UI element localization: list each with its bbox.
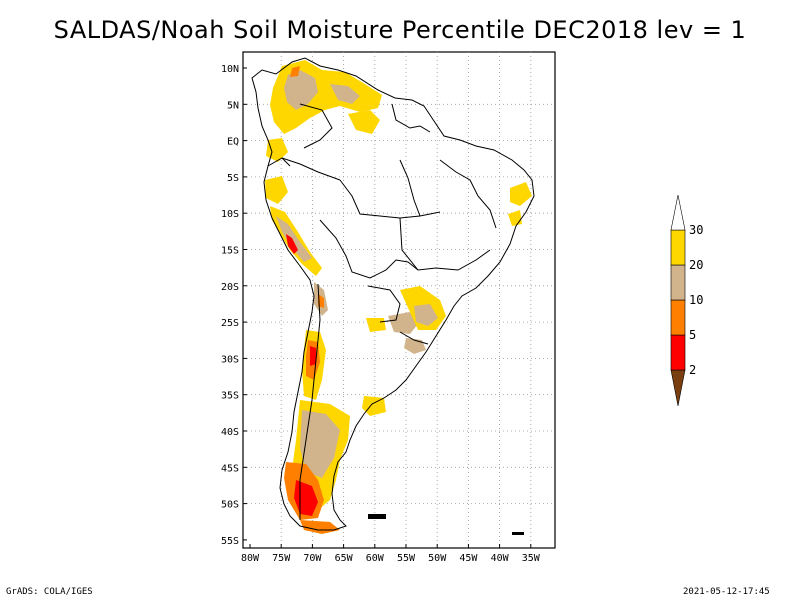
border-bolivia	[319, 219, 419, 279]
fill-venezuela-east	[348, 110, 380, 134]
fill-peru-red	[286, 234, 298, 254]
lon-tick-label: 55W	[397, 553, 416, 564]
fill-patagonia-tan	[300, 410, 340, 478]
islands	[368, 514, 524, 535]
border-uruguay	[399, 331, 429, 345]
lat-tick-label: 55S	[221, 536, 239, 547]
legend-triangle-top	[670, 194, 686, 231]
footer-credit: GrADS: COLA/IGES	[6, 587, 93, 597]
lat-tick-label: 20S	[221, 282, 239, 293]
lat-tick-label: 15S	[221, 246, 239, 257]
border-brazil-west	[339, 179, 441, 219]
lat-tick-label: 45S	[221, 463, 239, 474]
border-guianas	[391, 103, 431, 133]
fill-brazil-nec	[508, 210, 522, 226]
fill-ecuador	[265, 176, 288, 204]
legend-triangle-bottom	[670, 369, 686, 407]
border-colombia-venezuela	[299, 103, 333, 149]
fill-orange-north	[290, 66, 300, 77]
lon-tick-label: 40W	[491, 553, 510, 564]
lon-tick-label: 50W	[428, 553, 447, 564]
lat-tick-label: 10S	[221, 209, 239, 220]
fill-peru-coast-tan	[276, 216, 312, 262]
fill-brazil-south-tan	[414, 304, 438, 326]
border-ecuador	[267, 157, 291, 167]
lon-tick-label: 70W	[303, 553, 322, 564]
map-frame	[242, 51, 556, 549]
lon-tick-label: 80W	[241, 553, 260, 564]
legend-label: 2	[689, 363, 696, 377]
fill-north-tan-2	[330, 84, 360, 104]
legend-label: 20	[689, 258, 703, 272]
lat-tick-label: 30S	[221, 354, 239, 365]
lon-tick-label: 35W	[522, 553, 541, 564]
lat-tick-label: EQ	[227, 137, 239, 148]
border-brazil-states	[399, 217, 491, 271]
lat-tick-label: 50S	[221, 500, 239, 511]
coastline-borders	[251, 57, 535, 531]
legend-swatch	[670, 229, 686, 266]
border-argentina-chile	[299, 283, 321, 520]
lon-tick-label: 65W	[335, 553, 354, 564]
lat-tick-label: 35S	[221, 391, 239, 402]
legend-swatch	[670, 299, 686, 336]
color-legend: 2 5 10 20 30	[670, 194, 703, 407]
border-brazil-states-3	[399, 159, 421, 217]
lon-tick-label: 60W	[366, 553, 385, 564]
footer-timestamp: 2021-05-12-17:45	[683, 587, 770, 597]
lon-tick-label: 75W	[272, 553, 291, 564]
legend-swatch	[670, 264, 686, 301]
fill-pampas	[362, 396, 386, 416]
island-falklands	[368, 514, 386, 519]
lat-tick-label: 10N	[221, 64, 239, 75]
legend-swatch	[670, 334, 686, 371]
fill-central-chile-red	[310, 346, 316, 366]
fill-colombia-south	[266, 138, 288, 162]
lat-tick-label: 5S	[227, 173, 239, 184]
lat-tick-label: 25S	[221, 318, 239, 329]
lat-tick-label: 40S	[221, 427, 239, 438]
fill-north-tan	[284, 70, 318, 110]
lat-tick-label: 5N	[227, 100, 239, 111]
legend-label: 5	[689, 328, 696, 342]
axis-ticks: 80W 75W 70W 65W 60W 55W 50W 45W 40W 35W 10N 5N EQ 5S 1…	[221, 64, 541, 564]
fill-paraguay-tan	[388, 312, 418, 334]
legend-label: 10	[689, 293, 703, 307]
border-paraguay	[367, 285, 401, 323]
legend-label: 30	[689, 223, 703, 237]
map-title: SALDAS/Noah Soil Moisture Percentile DEC…	[53, 16, 747, 44]
border-colombia-peru	[281, 157, 341, 181]
border-brazil-states-2	[439, 159, 497, 229]
lon-tick-label: 45W	[459, 553, 478, 564]
fill-brazil-ne	[510, 182, 532, 206]
fill-argentina-yellow	[366, 318, 386, 332]
island-south-georgia	[512, 532, 524, 535]
continent-outline	[251, 57, 535, 531]
percentile-fill	[265, 60, 532, 534]
